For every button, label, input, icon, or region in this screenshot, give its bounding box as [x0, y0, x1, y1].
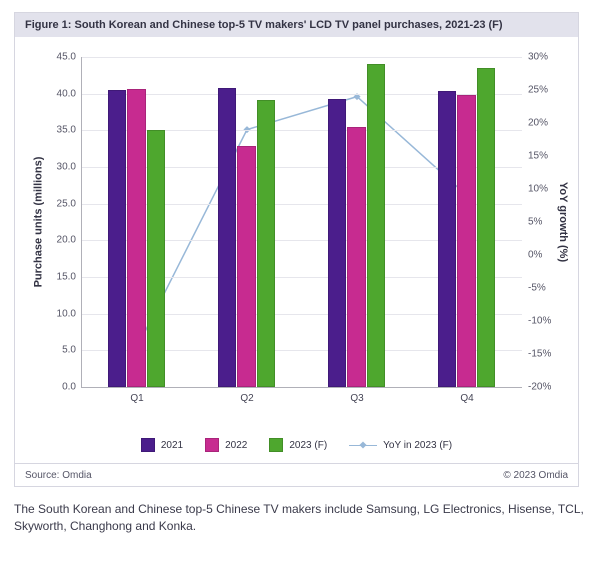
bar [218, 88, 236, 387]
y-left-tick-label: 35.0 [57, 125, 76, 136]
y-right-tick-label: 20% [528, 118, 548, 129]
bar [328, 99, 346, 387]
legend-line-swatch [349, 440, 377, 450]
y-left-tick-label: 25.0 [57, 198, 76, 209]
legend-swatch-2023f [269, 438, 283, 452]
bar [127, 89, 145, 387]
y-right-tick-label: -5% [528, 283, 546, 294]
bar [108, 90, 126, 387]
x-category-label: Q4 [460, 393, 473, 404]
y-left-tick-label: 15.0 [57, 272, 76, 283]
legend-item-2023f: 2023 (F) [269, 438, 327, 452]
copyright-label: © 2023 Omdia [503, 470, 568, 481]
bar [477, 68, 495, 387]
legend-swatch-2021 [141, 438, 155, 452]
x-category-label: Q2 [240, 393, 253, 404]
y-left-axis-title-wrap: Purchase units (millions) [31, 57, 45, 387]
y-right-tick-label: 0% [528, 250, 542, 261]
legend-label-yoy: YoY in 2023 (F) [383, 440, 452, 451]
y-right-tick-label: 10% [528, 184, 548, 195]
figure-caption: The South Korean and Chinese top-5 Chine… [14, 501, 584, 536]
legend-swatch-2022 [205, 438, 219, 452]
x-category-label: Q1 [130, 393, 143, 404]
line-series-path [137, 97, 467, 348]
y-left-tick-label: 45.0 [57, 52, 76, 63]
legend-item-2021: 2021 [141, 438, 183, 452]
bar [457, 95, 475, 387]
y-left-tick-label: 0.0 [62, 382, 76, 393]
legend-item-yoy: YoY in 2023 (F) [349, 438, 452, 452]
y-right-tick-label: 25% [528, 85, 548, 96]
legend-label-2021: 2021 [161, 440, 183, 451]
bar [438, 91, 456, 387]
source-label: Source: Omdia [25, 470, 92, 481]
y-right-tick-label: 15% [528, 151, 548, 162]
bar [257, 100, 275, 387]
y-right-axis-title: YoY growth (%) [557, 182, 569, 262]
y-right-tick-label: 30% [528, 52, 548, 63]
y-right-axis-title-wrap: YoY growth (%) [556, 57, 570, 387]
bar [367, 64, 385, 387]
bar [347, 127, 365, 387]
gridline [82, 57, 522, 58]
y-right-tick-label: -20% [528, 382, 551, 393]
legend-label-2023f: 2023 (F) [289, 440, 327, 451]
y-left-tick-label: 40.0 [57, 88, 76, 99]
x-category-label: Q3 [350, 393, 363, 404]
bar [147, 130, 165, 387]
y-left-tick-label: 10.0 [57, 308, 76, 319]
figure-box: Figure 1: South Korean and Chinese top-5… [14, 12, 579, 487]
y-left-tick-label: 5.0 [62, 345, 76, 356]
y-right-tick-label: -10% [528, 316, 551, 327]
legend-label-2022: 2022 [225, 440, 247, 451]
y-left-axis-title: Purchase units (millions) [32, 157, 44, 288]
plot-area: 0.05.010.015.020.025.030.035.040.045.0-2… [81, 57, 522, 388]
bar [237, 146, 255, 387]
legend: 2021 2022 2023 (F) YoY in 2023 (F) [15, 438, 578, 452]
y-right-tick-label: 5% [528, 217, 542, 228]
figure-title: Figure 1: South Korean and Chinese top-5… [25, 19, 503, 31]
y-left-tick-label: 30.0 [57, 162, 76, 173]
source-row: Source: Omdia © 2023 Omdia [15, 463, 578, 486]
legend-item-2022: 2022 [205, 438, 247, 452]
y-right-tick-label: -15% [528, 349, 551, 360]
figure-title-banner: Figure 1: South Korean and Chinese top-5… [15, 13, 578, 37]
y-left-tick-label: 20.0 [57, 235, 76, 246]
